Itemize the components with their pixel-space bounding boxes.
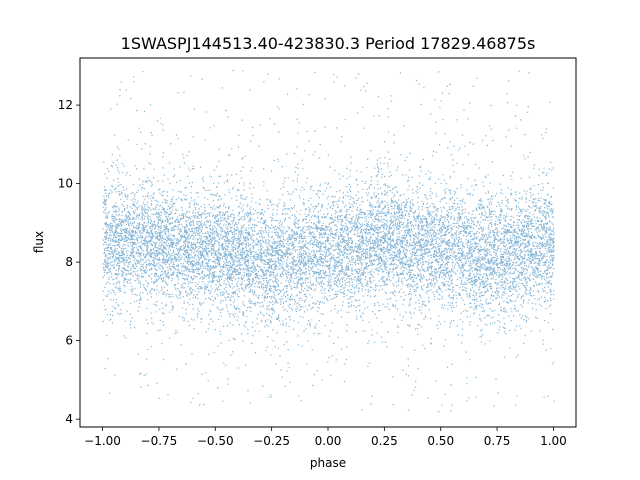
x-tick-label: 0.75 xyxy=(484,434,511,448)
data-points xyxy=(102,70,555,413)
x-tick-label: 0.00 xyxy=(315,434,342,448)
x-tick-label: −0.50 xyxy=(197,434,234,448)
x-axis-label: phase xyxy=(310,456,346,470)
x-tick-label: −0.25 xyxy=(253,434,290,448)
scatter-points xyxy=(102,70,555,413)
chart-title: 1SWASPJ144513.40-423830.3 Period 17829.4… xyxy=(121,34,536,53)
x-tick-label: −0.75 xyxy=(141,434,178,448)
y-tick-label: 6 xyxy=(65,334,73,348)
y-tick-label: 10 xyxy=(58,177,73,191)
x-tick-label: 0.50 xyxy=(427,434,454,448)
x-axis: −1.00 −0.75 −0.50 −0.25 0.00 0.25 0.50 0.75 1.00 xyxy=(84,427,567,448)
y-tick-label: 12 xyxy=(58,98,73,112)
x-tick-label: −1.00 xyxy=(84,434,121,448)
x-tick-label: 0.25 xyxy=(371,434,398,448)
y-axis-label: flux xyxy=(32,231,46,253)
x-tick-label: 1.00 xyxy=(540,434,567,448)
y-tick-label: 8 xyxy=(65,255,73,269)
y-axis: 4 6 8 10 12 xyxy=(58,98,80,426)
y-tick-label: 4 xyxy=(65,412,73,426)
